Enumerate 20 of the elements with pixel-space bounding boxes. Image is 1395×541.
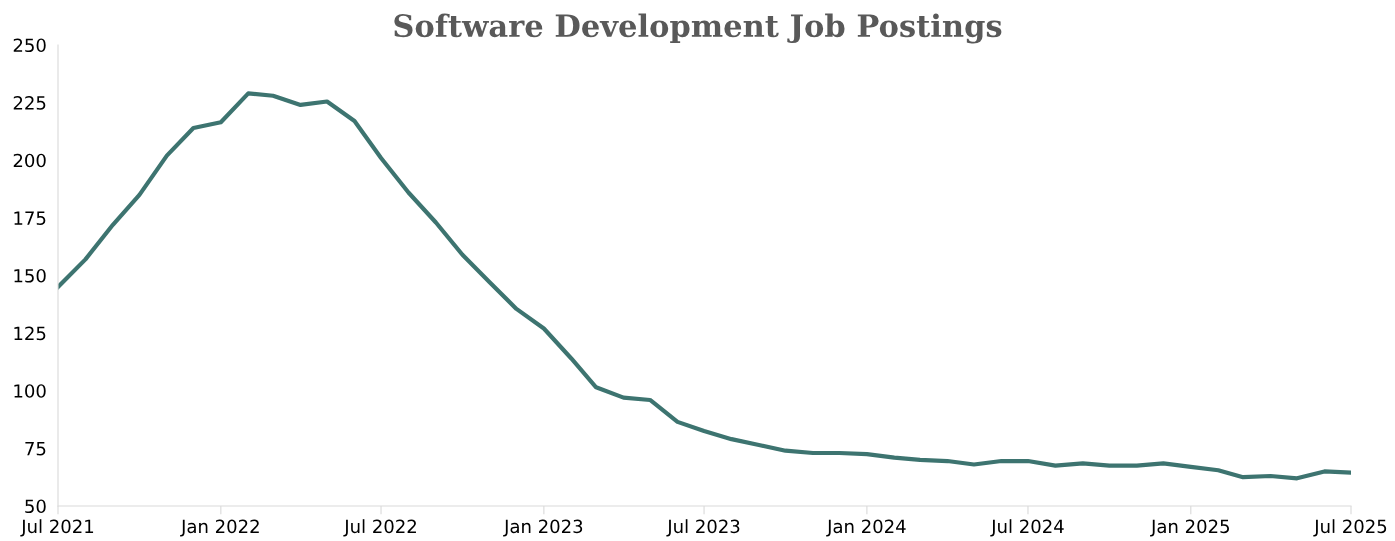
x-tick-label: Jul 2023 bbox=[666, 519, 740, 537]
y-tick-label: 225 bbox=[13, 96, 46, 110]
x-tick-label: Jul 2021 bbox=[20, 519, 94, 537]
y-tick-label: 125 bbox=[14, 326, 46, 341]
x-tick-label: Jul 2024 bbox=[990, 519, 1064, 537]
y-tick-label: 250 bbox=[13, 38, 46, 53]
x-tick-label: Jul 2022 bbox=[343, 519, 416, 537]
y-tick-label: 150 bbox=[14, 268, 46, 283]
x-tick-label: Jan 2022 bbox=[180, 519, 259, 537]
y-tick-label: 100 bbox=[14, 384, 46, 398]
y-tick-label: 50 bbox=[25, 499, 46, 514]
x-tick-label: Jan 2025 bbox=[1150, 519, 1229, 537]
y-tick-label: 75 bbox=[25, 442, 46, 456]
y-tick-label: 200 bbox=[13, 153, 46, 168]
x-tick-label: Jul 2025 bbox=[1313, 519, 1387, 537]
x-tick-label: Jan 2024 bbox=[826, 519, 906, 537]
chart-title: Software Development Job Postings bbox=[394, 13, 1002, 44]
x-tick-label: Jan 2023 bbox=[503, 519, 583, 537]
line-series bbox=[58, 91, 1351, 481]
y-tick-label: 175 bbox=[14, 211, 46, 225]
